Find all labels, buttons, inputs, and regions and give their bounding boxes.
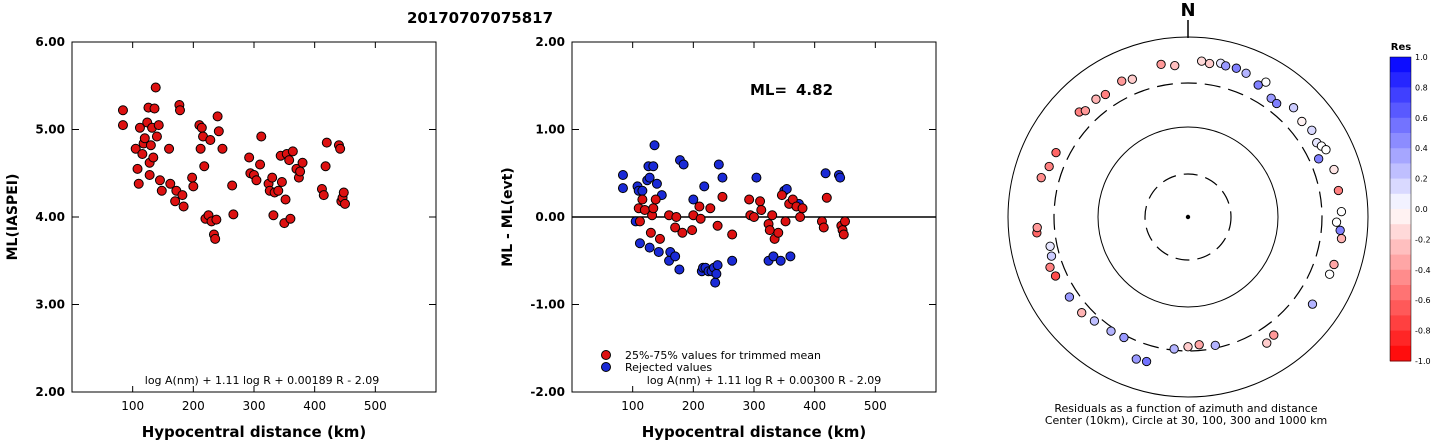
- data-point: [251, 175, 262, 186]
- data-point: [148, 152, 159, 163]
- data-point: [217, 143, 228, 154]
- data-point: [149, 103, 160, 114]
- event-id: 20170707075817: [406, 9, 554, 27]
- x-axis-label: Hypocentral distance (km): [142, 423, 367, 441]
- data-point: [153, 120, 164, 131]
- data-point: [256, 131, 267, 142]
- plot-frame: [71, 41, 437, 393]
- data-point: [188, 181, 199, 192]
- data-point: [199, 161, 210, 172]
- data-point: [287, 146, 298, 157]
- data-point: [164, 143, 175, 154]
- data-point: [174, 105, 185, 116]
- data-point: [177, 190, 188, 201]
- data-point: [320, 161, 331, 172]
- data-point: [154, 175, 165, 186]
- data-point: [117, 120, 128, 131]
- data-point: [244, 152, 255, 163]
- data-point: [165, 178, 176, 189]
- data-point: [212, 111, 223, 122]
- data-point: [227, 180, 238, 191]
- y-axis-label: ML(IASPEI): [5, 174, 21, 261]
- data-point: [340, 198, 350, 209]
- data-point: [268, 210, 279, 221]
- data-point: [276, 177, 287, 187]
- data-point: [139, 133, 150, 144]
- data-point: [228, 209, 239, 220]
- data-point: [178, 201, 189, 212]
- data-point: [151, 131, 162, 142]
- data-point: [255, 159, 266, 170]
- data-point: [134, 122, 145, 133]
- data-point: [170, 196, 181, 207]
- y-tick-label: 3.00: [35, 298, 65, 312]
- data-point: [132, 163, 143, 174]
- y-tick-label: 2.00: [35, 385, 65, 399]
- x-tick-label: 400: [303, 399, 326, 413]
- data-point: [284, 155, 295, 166]
- data-point: [211, 214, 222, 225]
- y-tick-label: 4.00: [35, 210, 65, 224]
- data-point: [213, 126, 224, 137]
- data-point: [137, 149, 148, 159]
- data-point: [285, 213, 296, 224]
- data-point: [273, 185, 284, 196]
- data-point: [117, 105, 128, 116]
- data-point: [195, 143, 206, 154]
- data-point: [280, 194, 291, 205]
- data-point: [321, 137, 332, 148]
- data-point: [144, 170, 155, 180]
- data-point: [205, 135, 216, 145]
- data-point: [133, 178, 144, 189]
- data-point: [335, 143, 346, 154]
- y-tick-label: 5.00: [35, 123, 65, 137]
- x-tick-label: 500: [364, 399, 387, 413]
- data-point: [150, 82, 161, 93]
- y-tick-label: 6.00: [35, 35, 65, 49]
- data-point: [156, 185, 167, 196]
- data-point: [210, 233, 221, 244]
- data-point: [318, 190, 329, 201]
- data-point: [187, 172, 198, 183]
- data-point: [295, 166, 306, 177]
- data-point: [145, 140, 156, 151]
- data-point: [267, 172, 278, 183]
- data-point: [196, 122, 207, 133]
- data-point: [130, 143, 141, 154]
- data-point: [338, 187, 349, 198]
- x-tick-label: 100: [121, 399, 144, 413]
- x-tick-label: 300: [243, 399, 266, 413]
- data-point: [297, 157, 308, 168]
- formula-label: log A(nm) + 1.11 log R + 0.00189 R - 2.0…: [145, 374, 379, 387]
- x-tick-label: 200: [182, 399, 205, 413]
